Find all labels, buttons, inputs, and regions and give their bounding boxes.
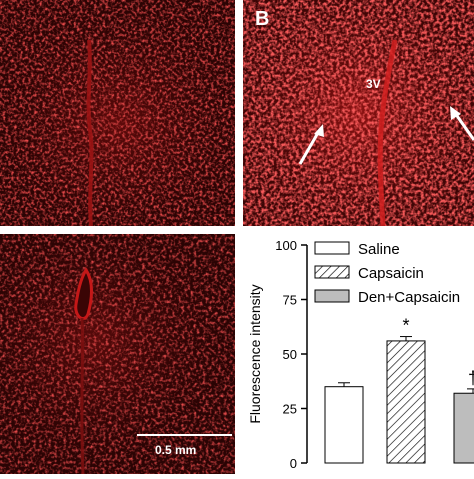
chart-svg: 0 25 50 75 100 Fluorescence intensity * † Saline…	[247, 238, 474, 471]
y-tick-label: 50	[283, 347, 297, 362]
micrograph-c-image	[0, 234, 235, 474]
significance-marker: †	[468, 368, 474, 388]
fluorescence-bar-chart: 0 25 50 75 100 Fluorescence intensity * † Saline…	[235, 226, 474, 474]
micrograph-panel-c: 0.5 mm	[0, 234, 235, 474]
significance-marker: *	[402, 316, 409, 336]
y-tick-label: 25	[283, 402, 297, 417]
micrograph-b-image	[243, 0, 474, 226]
y-tick-label: 0	[290, 456, 297, 471]
micrograph-panel-a	[0, 0, 235, 226]
micrograph-a-image	[0, 0, 235, 226]
legend-swatch	[314, 241, 350, 255]
legend-swatch	[314, 265, 350, 279]
ventricle-line-a	[86, 39, 94, 226]
micrograph-panel-b: B 3V	[243, 0, 474, 226]
ventricle-line-c	[80, 317, 85, 474]
y-axis-label: Fluorescence intensity	[247, 284, 263, 423]
third-ventricle-label: 3V	[366, 77, 381, 91]
arrow-left-icon	[298, 124, 324, 165]
scale-bar-label: 0.5 mm	[155, 443, 197, 457]
ventricle-outline-c	[74, 267, 93, 320]
arrow-right-icon	[450, 106, 474, 141]
y-tick-label: 100	[275, 238, 297, 253]
legend-label: Den+Capsaicin	[358, 289, 460, 306]
legend-label: Capsaicin	[358, 265, 424, 282]
y-tick-label: 75	[283, 293, 297, 308]
legend-swatch	[314, 289, 350, 303]
panel-b-letter: B	[255, 8, 270, 30]
ventricle-line-b	[377, 39, 398, 226]
legend-label: Saline	[358, 241, 400, 258]
bar	[453, 392, 474, 464]
bar	[386, 340, 426, 464]
bar	[324, 386, 364, 464]
